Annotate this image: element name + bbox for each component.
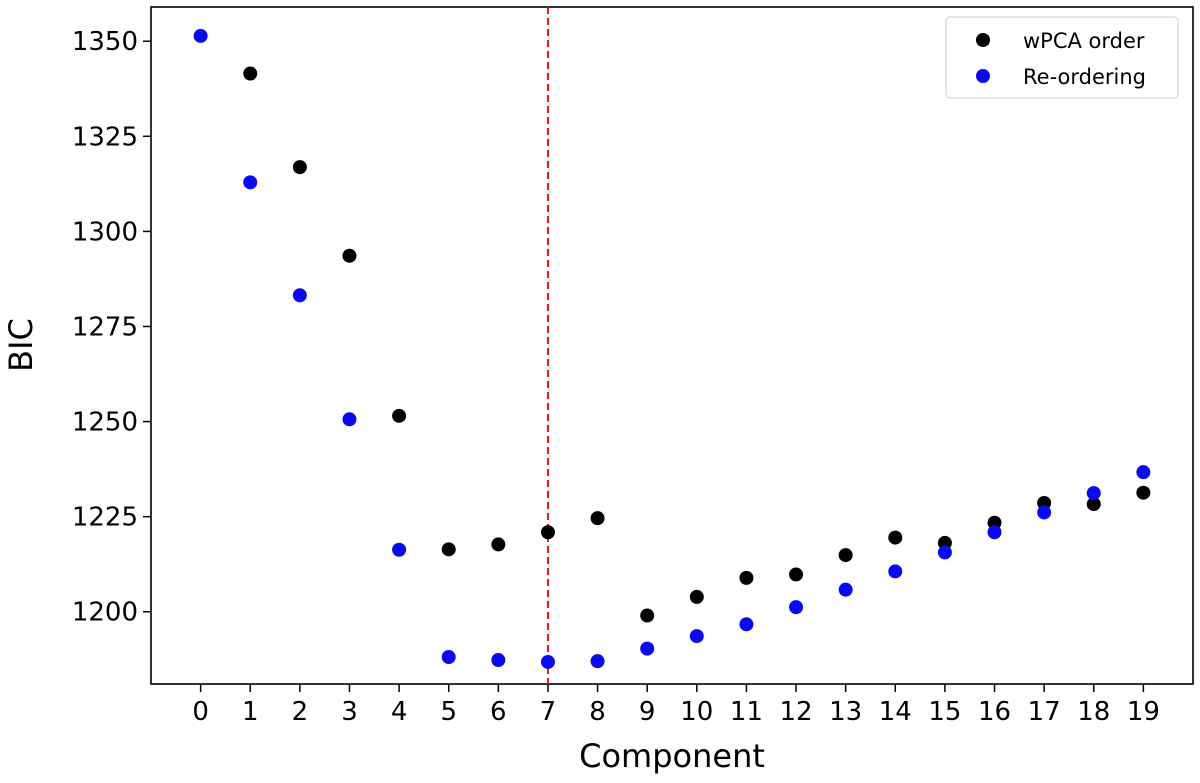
data-point — [789, 567, 804, 582]
x-tick-label: 6 — [490, 697, 507, 727]
data-point — [838, 582, 853, 597]
data-point — [441, 542, 456, 557]
x-tick-label: 0 — [192, 697, 209, 727]
data-point — [640, 641, 655, 656]
y-tick-label: 1350 — [72, 27, 138, 57]
data-point — [888, 530, 903, 545]
x-tick-label: 4 — [391, 697, 408, 727]
x-axis-label: Component — [579, 737, 765, 775]
x-tick-label: 2 — [292, 697, 309, 727]
x-tick-label: 17 — [1028, 697, 1061, 727]
y-tick-label: 1325 — [72, 122, 138, 152]
x-tick-label: 14 — [879, 697, 912, 727]
x-tick-label: 7 — [540, 697, 557, 727]
x-tick-label: 15 — [928, 697, 961, 727]
data-point — [739, 570, 754, 585]
y-tick-label: 1250 — [72, 408, 138, 438]
y-axis-label: BIC — [2, 318, 40, 372]
data-point — [491, 653, 506, 668]
x-tick-label: 18 — [1077, 697, 1110, 727]
data-point — [491, 537, 506, 552]
series-re-ordering — [193, 28, 1151, 669]
data-points — [193, 28, 1151, 669]
x-tick-label: 10 — [680, 697, 713, 727]
data-point — [392, 542, 407, 557]
data-point — [838, 548, 853, 563]
series-wpca-order — [243, 66, 1151, 623]
x-tick-label: 16 — [978, 697, 1011, 727]
data-point — [342, 248, 357, 263]
data-point — [243, 175, 258, 190]
legend-entry-label: Re-ordering — [1023, 65, 1146, 89]
data-point — [590, 654, 605, 669]
plot-frame — [150, 6, 1194, 685]
data-point — [540, 525, 555, 540]
x-tick-label: 1 — [242, 697, 259, 727]
data-point — [292, 288, 307, 303]
data-point — [193, 28, 208, 43]
y-tick-label: 1200 — [72, 598, 138, 628]
data-point — [1136, 465, 1151, 480]
legend-marker — [976, 69, 990, 83]
data-point — [590, 511, 605, 526]
data-point — [640, 608, 655, 623]
x-tick-label: 19 — [1127, 697, 1160, 727]
data-point — [392, 408, 407, 423]
x-axis-ticks: 0 1 2 3 4 5 6 7 8 9 10 11 12 13 14 15 16 17 18 19 — [192, 684, 1160, 727]
data-point — [689, 589, 704, 604]
x-tick-label: 13 — [829, 697, 862, 727]
data-point — [689, 629, 704, 644]
data-point — [789, 600, 804, 615]
x-tick-label: 8 — [589, 697, 606, 727]
data-point — [243, 66, 258, 81]
data-point — [1037, 505, 1052, 520]
x-tick-label: 12 — [780, 697, 813, 727]
data-point — [441, 649, 456, 664]
data-point — [888, 564, 903, 579]
data-point — [987, 525, 1002, 540]
data-point — [1086, 497, 1101, 512]
x-tick-label: 5 — [440, 697, 457, 727]
legend-marker — [976, 33, 990, 47]
y-tick-label: 1225 — [72, 503, 138, 533]
data-point — [1086, 486, 1101, 501]
data-point — [1136, 485, 1151, 500]
legend: wPCA order Re-ordering — [945, 16, 1179, 99]
x-tick-label: 3 — [341, 697, 358, 727]
data-point — [739, 617, 754, 632]
x-tick-label: 9 — [639, 697, 656, 727]
x-tick-label: 11 — [730, 697, 763, 727]
y-tick-label: 1275 — [72, 312, 138, 342]
y-tick-label: 1300 — [72, 217, 138, 247]
y-axis-ticks: 1200 1225 1250 1275 1300 1325 1350 — [72, 27, 151, 628]
data-point — [292, 160, 307, 175]
data-point — [937, 545, 952, 560]
data-point — [540, 654, 555, 669]
data-point — [342, 412, 357, 427]
legend-box — [945, 16, 1179, 99]
legend-entry-label: wPCA order — [1023, 29, 1145, 53]
